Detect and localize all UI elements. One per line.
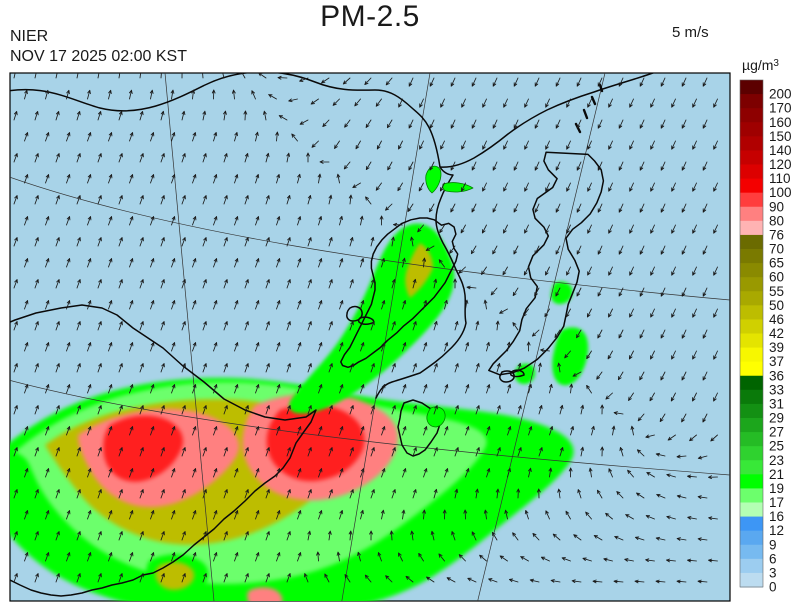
svg-text:170: 170 [769, 101, 792, 116]
svg-text:120: 120 [769, 157, 792, 172]
svg-text:27: 27 [769, 425, 784, 440]
svg-text:33: 33 [769, 382, 784, 397]
svg-text:16: 16 [769, 509, 784, 524]
svg-text:65: 65 [769, 256, 784, 271]
svg-text:9: 9 [769, 537, 777, 552]
svg-text:50: 50 [769, 298, 784, 313]
svg-text:76: 76 [769, 227, 784, 242]
svg-text:80: 80 [769, 213, 784, 228]
svg-text:150: 150 [769, 129, 792, 144]
svg-text:36: 36 [769, 368, 784, 383]
svg-text:46: 46 [769, 312, 784, 327]
svg-text:31: 31 [769, 396, 784, 411]
svg-text:25: 25 [769, 439, 784, 454]
svg-text:0: 0 [769, 580, 777, 595]
svg-text:70: 70 [769, 242, 784, 257]
svg-text:37: 37 [769, 354, 784, 369]
svg-text:160: 160 [769, 115, 792, 130]
svg-text:µg/m3: µg/m3 [742, 57, 779, 73]
svg-text:29: 29 [769, 411, 784, 426]
svg-text:200: 200 [769, 87, 792, 102]
svg-text:21: 21 [769, 467, 784, 482]
svg-text:6: 6 [769, 551, 777, 566]
svg-text:55: 55 [769, 284, 784, 299]
svg-text:19: 19 [769, 481, 784, 496]
svg-text:17: 17 [769, 495, 784, 510]
svg-text:60: 60 [769, 270, 784, 285]
svg-text:100: 100 [769, 185, 792, 200]
svg-text:23: 23 [769, 453, 784, 468]
svg-text:12: 12 [769, 523, 784, 538]
svg-text:42: 42 [769, 326, 784, 341]
svg-text:3: 3 [769, 565, 777, 580]
svg-text:110: 110 [769, 171, 791, 186]
svg-text:90: 90 [769, 199, 784, 214]
svg-text:39: 39 [769, 340, 784, 355]
svg-text:140: 140 [769, 143, 792, 158]
